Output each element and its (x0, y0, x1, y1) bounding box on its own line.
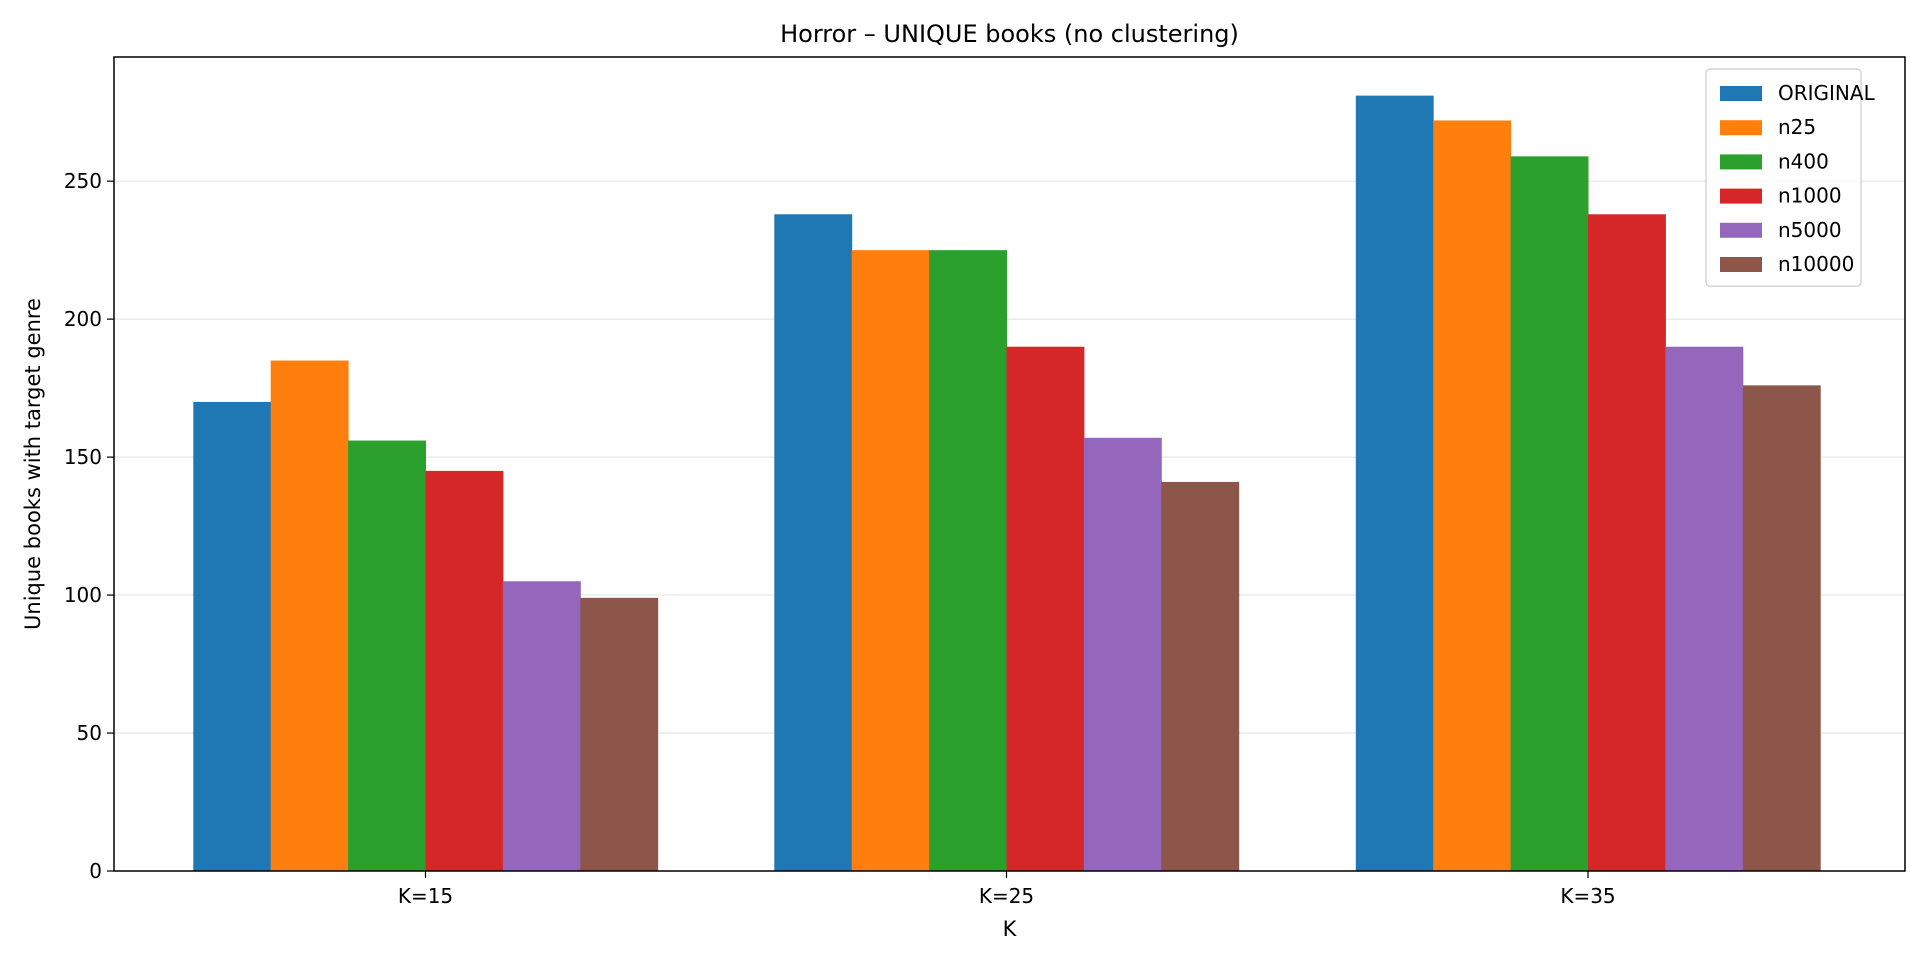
legend-item: n5000 (1720, 218, 1842, 242)
bar-n1000-k25 (1006, 346, 1085, 871)
legend-label: n400 (1778, 149, 1829, 173)
bar-n25-k25 (851, 250, 930, 872)
x-tick-label: K=25 (979, 884, 1034, 908)
x-tick-label: K=35 (1560, 884, 1615, 908)
bar-n25-k15 (270, 360, 349, 871)
legend: ORIGINAL n25 n400 n1000 n5000 n10000 (1705, 68, 1876, 287)
bar-n25-k35 (1433, 120, 1512, 871)
bar-n400-k25 (929, 250, 1007, 872)
bar-original-k25 (774, 214, 853, 871)
legend-item: n10000 (1720, 252, 1854, 276)
chart-title: Horror – UNIQUE books (no clustering) (780, 20, 1239, 48)
legend-swatch (1720, 120, 1762, 136)
legend-swatch (1720, 188, 1762, 204)
bar-n1000-k35 (1588, 214, 1666, 871)
y-tick-label: 250 (64, 169, 102, 193)
legend-swatch (1720, 222, 1762, 238)
bar-n10000-k35 (1742, 385, 1821, 871)
bar-original-k15 (193, 401, 272, 871)
y-tick-label: 150 (64, 445, 102, 469)
bar-n400-k15 (348, 440, 426, 871)
bar-n10000-k25 (1161, 481, 1240, 871)
y-tick-label: 200 (64, 307, 102, 331)
bar-n5000-k15 (502, 581, 581, 871)
legend-label: n5000 (1778, 218, 1842, 242)
plot-frame (113, 56, 1906, 872)
y-axis-label: Unique books with target genre (21, 298, 45, 630)
bars (193, 95, 1821, 872)
y-tick-label: 0 (89, 859, 102, 883)
legend-label: n10000 (1778, 252, 1854, 276)
legend-item: n400 (1720, 149, 1829, 173)
legend-swatch (1720, 86, 1762, 101)
x-ticks: K=15 K=25 K=35 (398, 871, 1616, 908)
legend-item: ORIGINAL (1720, 81, 1876, 105)
legend-label: n25 (1778, 115, 1816, 139)
legend-item: n25 (1720, 115, 1816, 139)
y-tick-label: 100 (64, 583, 102, 607)
legend-swatch (1720, 257, 1762, 272)
legend-label: n1000 (1778, 184, 1842, 208)
legend-item: n1000 (1720, 184, 1842, 208)
bar-n5000-k25 (1083, 437, 1162, 871)
legend-swatch (1720, 154, 1762, 170)
bar-n10000-k15 (580, 597, 659, 871)
x-axis-label: K (1003, 917, 1018, 941)
bar-original-k35 (1355, 95, 1434, 872)
x-tick-label: K=15 (398, 884, 453, 908)
bar-n400-k35 (1510, 156, 1589, 872)
legend-label: ORIGINAL (1778, 81, 1876, 105)
y-ticks: 0 50 100 150 200 250 (64, 169, 114, 883)
bar-n1000-k15 (425, 470, 504, 871)
y-tick-label: 50 (77, 721, 102, 745)
bar-n5000-k35 (1665, 346, 1744, 871)
